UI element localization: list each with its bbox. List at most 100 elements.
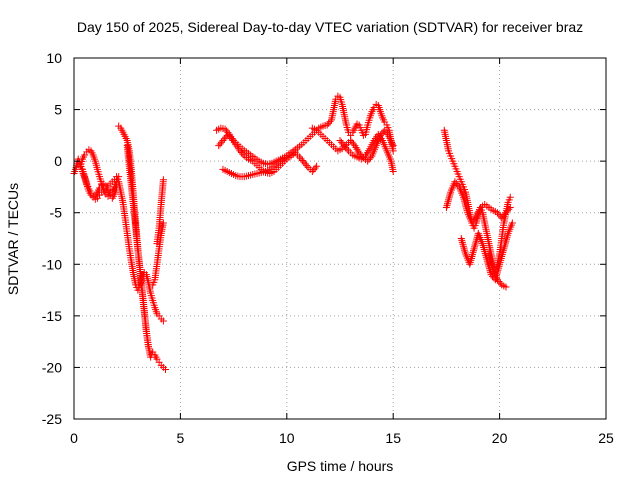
grid [74,58,606,419]
data-point [349,140,357,148]
data-point [480,245,488,253]
data-point [389,142,397,150]
data-point [239,150,247,158]
data-point [236,147,244,155]
data-point [472,237,480,245]
data-point [472,239,480,247]
data-point [460,246,468,254]
data-point [506,193,514,201]
data-point [505,205,513,213]
axis-ticks: 0 5 10 15 20 25 -25 -20 -15 -10 -5 0 5 10 [42,50,614,446]
x-tick-label: 15 [385,430,401,446]
data-point [336,137,344,145]
data-point [310,166,318,174]
series-7 [153,176,167,248]
data-point [215,142,223,150]
data-point [480,244,488,252]
data-point [221,125,229,133]
data-point [508,219,516,227]
y-tick-label: 10 [46,50,62,66]
series-16 [485,250,510,291]
data-point [444,198,452,206]
data-point [469,249,477,257]
data-point [469,217,477,225]
data-point [458,236,466,244]
data-point [471,243,479,251]
data-point [296,153,304,161]
y-tick-label: -5 [50,205,63,221]
data-point [337,138,345,146]
data-point [343,145,351,153]
y-tick-label: -25 [42,411,62,427]
data-point [300,158,308,166]
data-point [362,152,370,160]
data-point [365,147,373,155]
data-point [468,219,476,227]
data-point [446,192,454,200]
y-tick-label: 0 [54,153,62,169]
x-tick-label: 20 [492,430,508,446]
data-point [470,247,478,255]
data-point [313,162,321,170]
data-point [458,238,466,246]
x-tick-label: 25 [598,430,614,446]
data-point [468,251,476,259]
y-tick-label: -20 [42,359,62,375]
data-point [503,207,511,215]
data-point [298,156,306,164]
data-point [459,240,467,248]
data-point [357,151,365,159]
data-point [159,219,167,227]
plot-frame [73,57,607,420]
data-point [445,194,453,202]
x-tick-label: 5 [177,430,185,446]
chart-title: Day 150 of 2025, Sidereal Day-to-day VTE… [77,19,583,35]
data-point [159,317,167,325]
data-point [365,155,373,163]
series-10 [219,147,299,181]
data-point [219,137,227,145]
data-point [495,277,503,285]
data-point [347,137,355,145]
y-tick-label: -10 [42,256,62,272]
data-point [353,145,361,153]
data-point [506,204,514,212]
data-point [144,343,152,351]
series-14 [442,178,514,227]
series-2 [76,146,123,200]
data-point [443,200,451,208]
data-point [326,118,334,126]
series-4 [115,122,170,373]
data-point [311,164,319,172]
series-15 [457,219,516,284]
data-point [442,204,450,212]
data-point [446,190,454,198]
data-point [471,216,479,224]
data-point [364,157,372,165]
data-point [470,245,478,253]
data-point [113,184,121,192]
data-point [454,181,462,189]
y-tick-label: 5 [54,102,62,118]
data-point [499,212,507,220]
data-point [367,154,375,162]
x-axis-label: GPS time / hours [287,458,394,474]
data-point [493,276,501,284]
x-tick-label: 10 [279,430,295,446]
data-point [461,248,469,256]
y-axis-label: SDTVAR / TECUs [5,183,21,295]
series-6 [149,219,167,289]
data-point [223,127,231,135]
data-point [501,210,509,218]
data-point [364,148,372,156]
data-point [496,279,504,287]
data-point [363,150,371,158]
data-point [162,365,170,373]
data-point [354,147,362,155]
data-point [325,119,333,127]
data-point [504,231,512,239]
data-point [459,242,467,250]
data-point [301,160,309,168]
data-point [493,209,501,217]
